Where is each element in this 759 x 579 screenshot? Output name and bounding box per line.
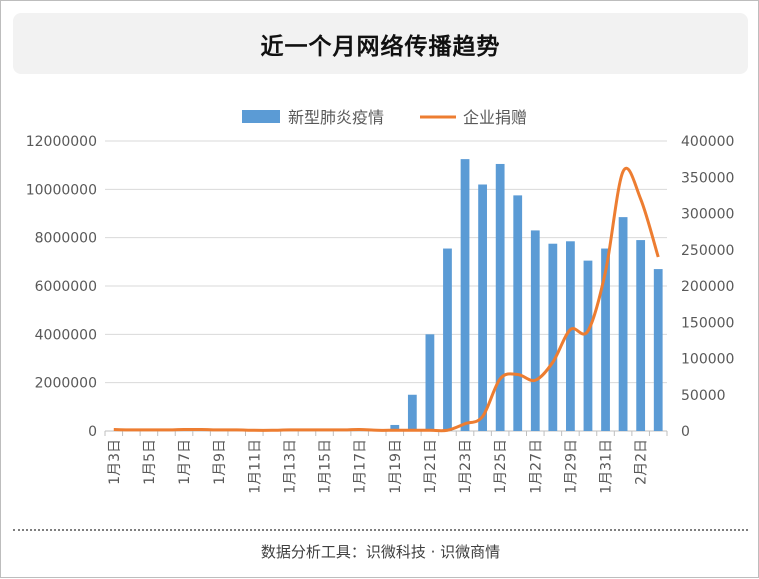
line-series <box>113 167 660 433</box>
footer-source: 数据分析工具：识微科技 · 识微商情 <box>260 543 501 561</box>
bar <box>618 217 628 431</box>
x-tick-label: 1月9日 <box>212 439 228 485</box>
bar <box>513 195 523 431</box>
title-bar: 近一个月网络传播趋势 <box>13 13 748 74</box>
x-tick-label: 1月5日 <box>142 439 158 485</box>
bar <box>478 184 487 431</box>
bar <box>495 163 505 432</box>
x-tick-label: 1月17日 <box>353 439 369 494</box>
x-tick-label: 1月15日 <box>318 439 334 494</box>
y-left-tick-label: 6000000 <box>35 279 97 295</box>
y-right-tick-label: 100000 <box>681 352 734 368</box>
y-left-tick-label: 4000000 <box>35 327 97 343</box>
x-tick-label: 1月3日 <box>107 439 123 485</box>
y-right-tick-label: 200000 <box>681 279 734 295</box>
bar <box>530 230 540 431</box>
bar <box>390 424 400 431</box>
x-tick-label: 2月2日 <box>634 439 650 485</box>
bar <box>636 240 646 431</box>
bar <box>601 248 610 431</box>
footer-divider <box>13 529 748 531</box>
y-right-tick-label: 250000 <box>681 243 734 259</box>
bar <box>443 248 452 431</box>
y-left-tick-label: 2000000 <box>35 376 97 392</box>
x-tick-label: 1月31日 <box>599 439 615 494</box>
bar <box>653 269 663 431</box>
legend-label-line: 企业捐赠 <box>463 108 527 127</box>
legend: 新型肺炎疫情 企业捐赠 <box>242 108 527 127</box>
x-tick-label: 1月21日 <box>423 439 439 494</box>
x-tick-label: 1月25日 <box>493 439 509 494</box>
legend-label-bar: 新型肺炎疫情 <box>288 108 384 127</box>
y-left-tick-label: 8000000 <box>35 231 97 247</box>
y-right-tick-label: 300000 <box>681 207 734 223</box>
y-right-tick-label: 350000 <box>681 170 734 186</box>
y-right-tick-label: 50000 <box>681 388 726 404</box>
bar <box>407 394 417 431</box>
chart-title: 近一个月网络传播趋势 <box>260 33 501 60</box>
y-left-tick-label: 12000000 <box>26 134 97 150</box>
bar <box>460 159 470 431</box>
x-tick-label: 1月19日 <box>388 439 404 494</box>
x-tick-label: 1月29日 <box>563 439 579 494</box>
x-tick-label: 1月27日 <box>528 439 544 494</box>
y-left-tick-label: 10000000 <box>26 182 97 198</box>
bar <box>566 241 575 431</box>
bar <box>425 334 435 431</box>
y-right-tick-label: 400000 <box>681 134 734 150</box>
bar <box>548 243 558 431</box>
y-right-tick-label: 0 <box>681 424 690 440</box>
y-left-tick-label: 0 <box>88 424 97 440</box>
legend-swatch-bar <box>242 110 280 123</box>
x-tick-label: 1月11日 <box>247 439 263 494</box>
x-tick-label: 1月7日 <box>177 439 193 485</box>
x-tick-label: 1月23日 <box>458 439 474 494</box>
bar <box>583 260 593 431</box>
y-right-tick-label: 150000 <box>681 315 734 331</box>
x-tick-label: 1月13日 <box>282 439 298 494</box>
